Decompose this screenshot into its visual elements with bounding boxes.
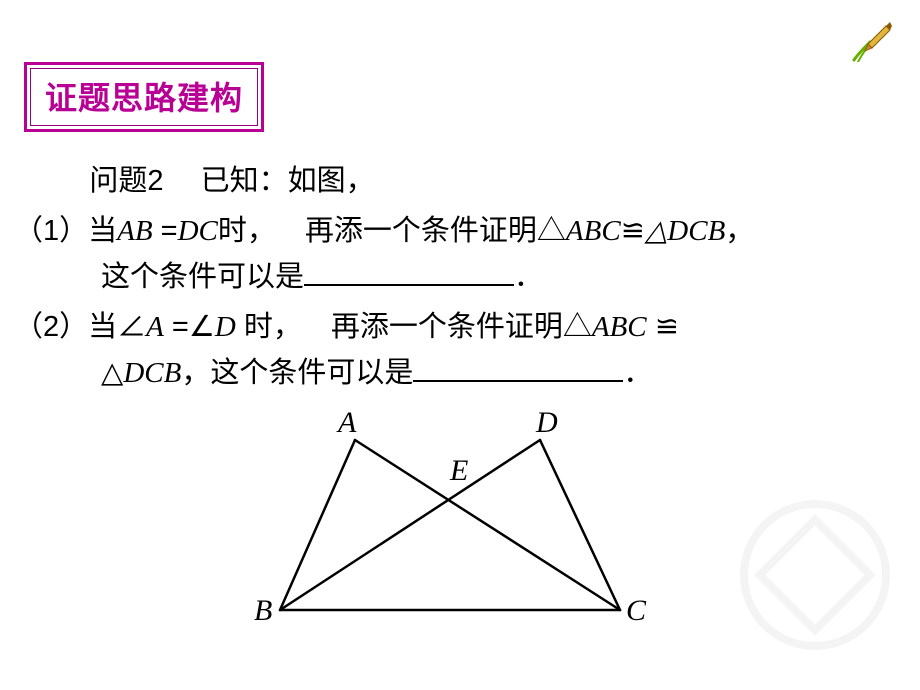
pen-corner-icon bbox=[850, 20, 892, 62]
problem-lead: 已知：如图， bbox=[201, 165, 375, 197]
problem-label: 问题2 bbox=[89, 165, 163, 197]
vertex-label-A: A bbox=[338, 406, 356, 440]
watermark-icon bbox=[740, 500, 890, 650]
answer-blank-1[interactable] bbox=[304, 260, 514, 286]
problem-item-2: （2）当∠A =∠D 时， 再添一个条件证明△ABC ≌ △DCB，这个条件可以… bbox=[14, 304, 890, 396]
vertex-label-D: D bbox=[536, 406, 558, 440]
geometry-diagram: ABCDE bbox=[260, 410, 660, 660]
slide: 证题思路建构 问题2 已知：如图， （1）当AB =DC时， 再添一个条件证明△… bbox=[0, 0, 920, 690]
title-box-inner: 证题思路建构 bbox=[30, 68, 258, 126]
vertex-label-B: B bbox=[254, 594, 272, 628]
problem-item-1: （1）当AB =DC时， 再添一个条件证明△ABC≌△DCB， 这个条件可以是． bbox=[14, 208, 890, 300]
title-text: 证题思路建构 bbox=[45, 80, 243, 116]
vertex-label-C: C bbox=[626, 594, 646, 628]
title-box: 证题思路建构 bbox=[24, 62, 264, 132]
problem-body: 问题2 已知：如图， （1）当AB =DC时， 再添一个条件证明△ABC≌△DC… bbox=[14, 158, 890, 400]
vertex-label-E: E bbox=[450, 454, 468, 488]
answer-blank-2[interactable] bbox=[413, 356, 623, 382]
